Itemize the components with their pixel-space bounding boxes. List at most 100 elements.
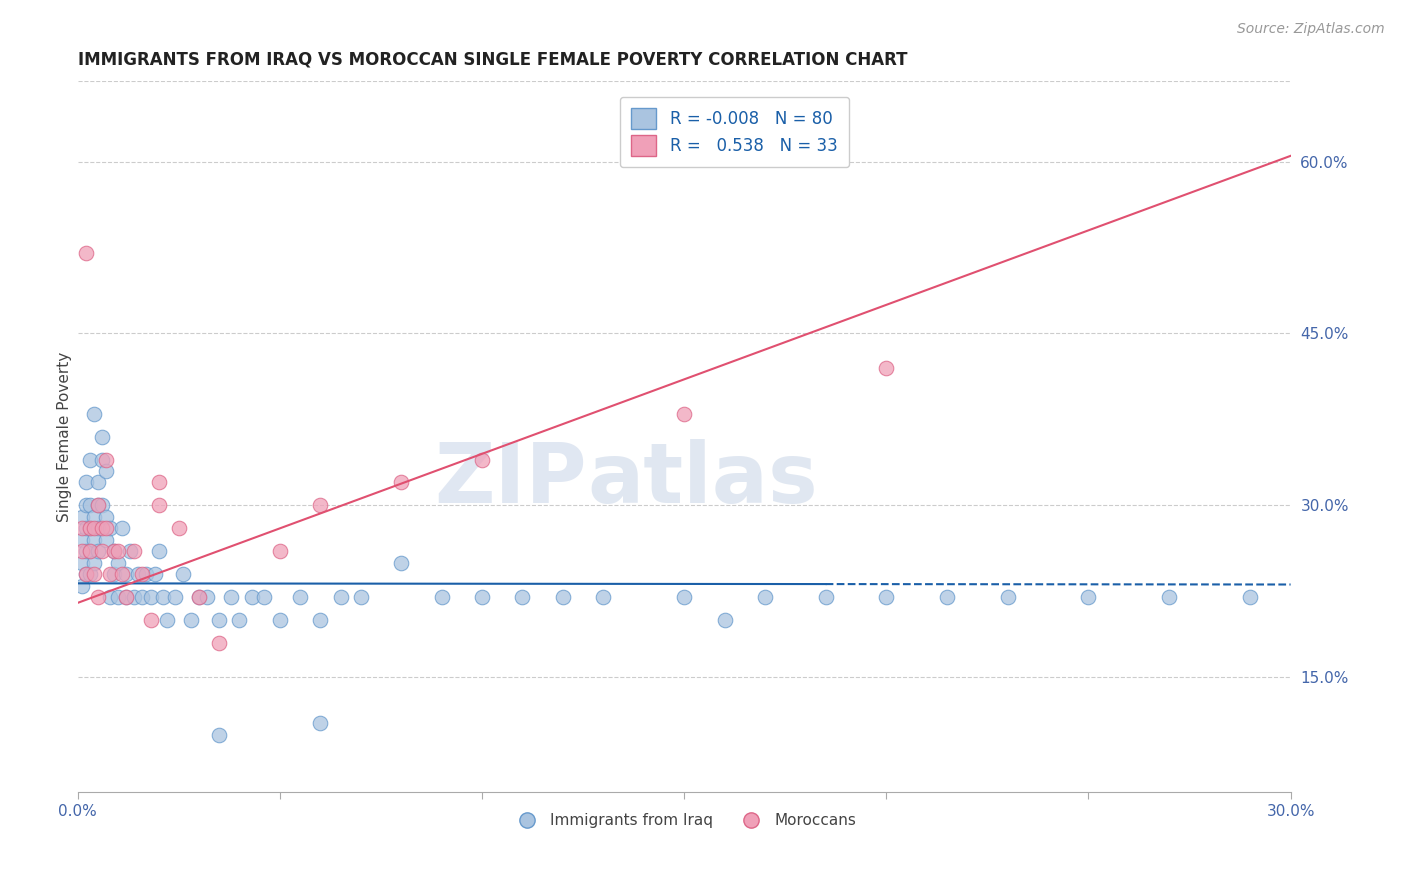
Point <box>87 590 110 604</box>
Point <box>75 246 97 260</box>
Point <box>1239 590 1261 604</box>
Point <box>83 509 105 524</box>
Point <box>107 556 129 570</box>
Point <box>195 590 218 604</box>
Point <box>87 521 110 535</box>
Point <box>180 613 202 627</box>
Point <box>79 521 101 535</box>
Point <box>139 613 162 627</box>
Point <box>103 567 125 582</box>
Point <box>754 590 776 604</box>
Point <box>83 556 105 570</box>
Y-axis label: Single Female Poverty: Single Female Poverty <box>58 351 72 522</box>
Point <box>111 521 134 535</box>
Point <box>91 544 114 558</box>
Point <box>75 499 97 513</box>
Point <box>1077 590 1099 604</box>
Point <box>120 544 142 558</box>
Point <box>288 590 311 604</box>
Legend: Immigrants from Iraq, Moroccans: Immigrants from Iraq, Moroccans <box>506 807 862 834</box>
Point <box>148 499 170 513</box>
Point <box>188 590 211 604</box>
Point <box>253 590 276 604</box>
Point <box>131 590 153 604</box>
Point <box>91 452 114 467</box>
Point <box>83 407 105 421</box>
Point <box>240 590 263 604</box>
Point <box>152 590 174 604</box>
Point <box>172 567 194 582</box>
Point <box>148 475 170 490</box>
Point <box>221 590 243 604</box>
Point <box>94 521 117 535</box>
Point <box>87 499 110 513</box>
Point <box>551 590 574 604</box>
Point <box>389 556 412 570</box>
Point <box>167 521 190 535</box>
Point <box>148 544 170 558</box>
Point <box>389 475 412 490</box>
Point <box>124 544 146 558</box>
Point <box>471 590 494 604</box>
Point <box>103 544 125 558</box>
Point <box>107 544 129 558</box>
Point <box>309 613 332 627</box>
Point <box>79 544 101 558</box>
Point <box>98 521 121 535</box>
Point <box>309 499 332 513</box>
Point <box>115 590 138 604</box>
Point <box>124 590 146 604</box>
Point <box>115 567 138 582</box>
Point <box>98 590 121 604</box>
Point <box>79 499 101 513</box>
Point <box>94 533 117 547</box>
Text: ZIP: ZIP <box>434 439 588 520</box>
Point <box>91 430 114 444</box>
Point <box>83 533 105 547</box>
Point <box>94 464 117 478</box>
Point <box>79 521 101 535</box>
Point <box>94 452 117 467</box>
Point <box>70 521 93 535</box>
Point <box>936 590 959 604</box>
Point <box>143 567 166 582</box>
Text: atlas: atlas <box>588 439 818 520</box>
Point <box>75 567 97 582</box>
Point <box>70 533 93 547</box>
Text: IMMIGRANTS FROM IRAQ VS MOROCCAN SINGLE FEMALE POVERTY CORRELATION CHART: IMMIGRANTS FROM IRAQ VS MOROCCAN SINGLE … <box>77 51 907 69</box>
Point <box>188 590 211 604</box>
Point <box>79 544 101 558</box>
Point <box>98 567 121 582</box>
Point <box>471 452 494 467</box>
Point <box>329 590 352 604</box>
Point <box>87 499 110 513</box>
Point <box>592 590 614 604</box>
Point <box>75 475 97 490</box>
Point <box>111 567 134 582</box>
Point <box>673 407 696 421</box>
Point <box>208 636 231 650</box>
Point <box>91 521 114 535</box>
Point <box>75 544 97 558</box>
Point <box>156 613 179 627</box>
Point <box>107 590 129 604</box>
Point <box>87 475 110 490</box>
Point <box>91 499 114 513</box>
Point <box>70 579 93 593</box>
Point <box>269 544 291 558</box>
Point <box>1159 590 1181 604</box>
Point <box>139 590 162 604</box>
Point <box>713 613 735 627</box>
Point <box>208 613 231 627</box>
Point <box>814 590 837 604</box>
Point <box>208 728 231 742</box>
Point <box>875 360 897 375</box>
Point <box>163 590 186 604</box>
Point <box>673 590 696 604</box>
Point <box>83 521 105 535</box>
Point <box>127 567 149 582</box>
Point <box>131 567 153 582</box>
Point <box>135 567 157 582</box>
Point <box>79 567 101 582</box>
Point <box>997 590 1019 604</box>
